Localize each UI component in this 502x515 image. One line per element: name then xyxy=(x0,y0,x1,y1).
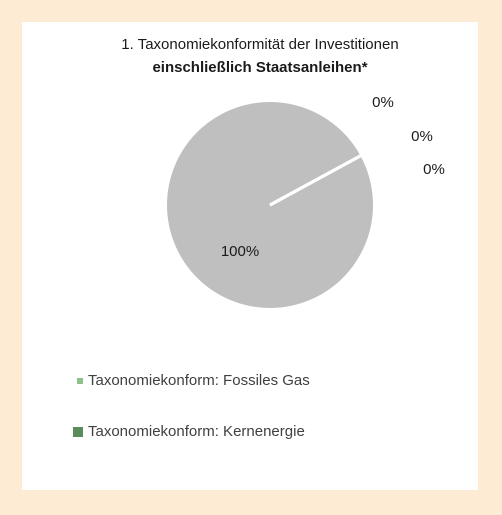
pie-slice xyxy=(269,154,362,207)
chart-title: 1. Taxonomiekonformität der Investitione… xyxy=(121,36,398,53)
data-label: 0% xyxy=(423,161,445,178)
legend-label: Taxonomiekonform: Fossiles Gas xyxy=(88,372,310,389)
data-label: 0% xyxy=(372,94,394,111)
data-label: 100% xyxy=(221,243,259,260)
data-label: 0% xyxy=(411,128,433,145)
legend-marker xyxy=(73,427,83,437)
legend-marker xyxy=(77,378,83,384)
chart-subtitle: einschließlich Staatsanleihen* xyxy=(152,59,367,76)
legend-label: Taxonomiekonform: Kernenergie xyxy=(88,423,305,440)
